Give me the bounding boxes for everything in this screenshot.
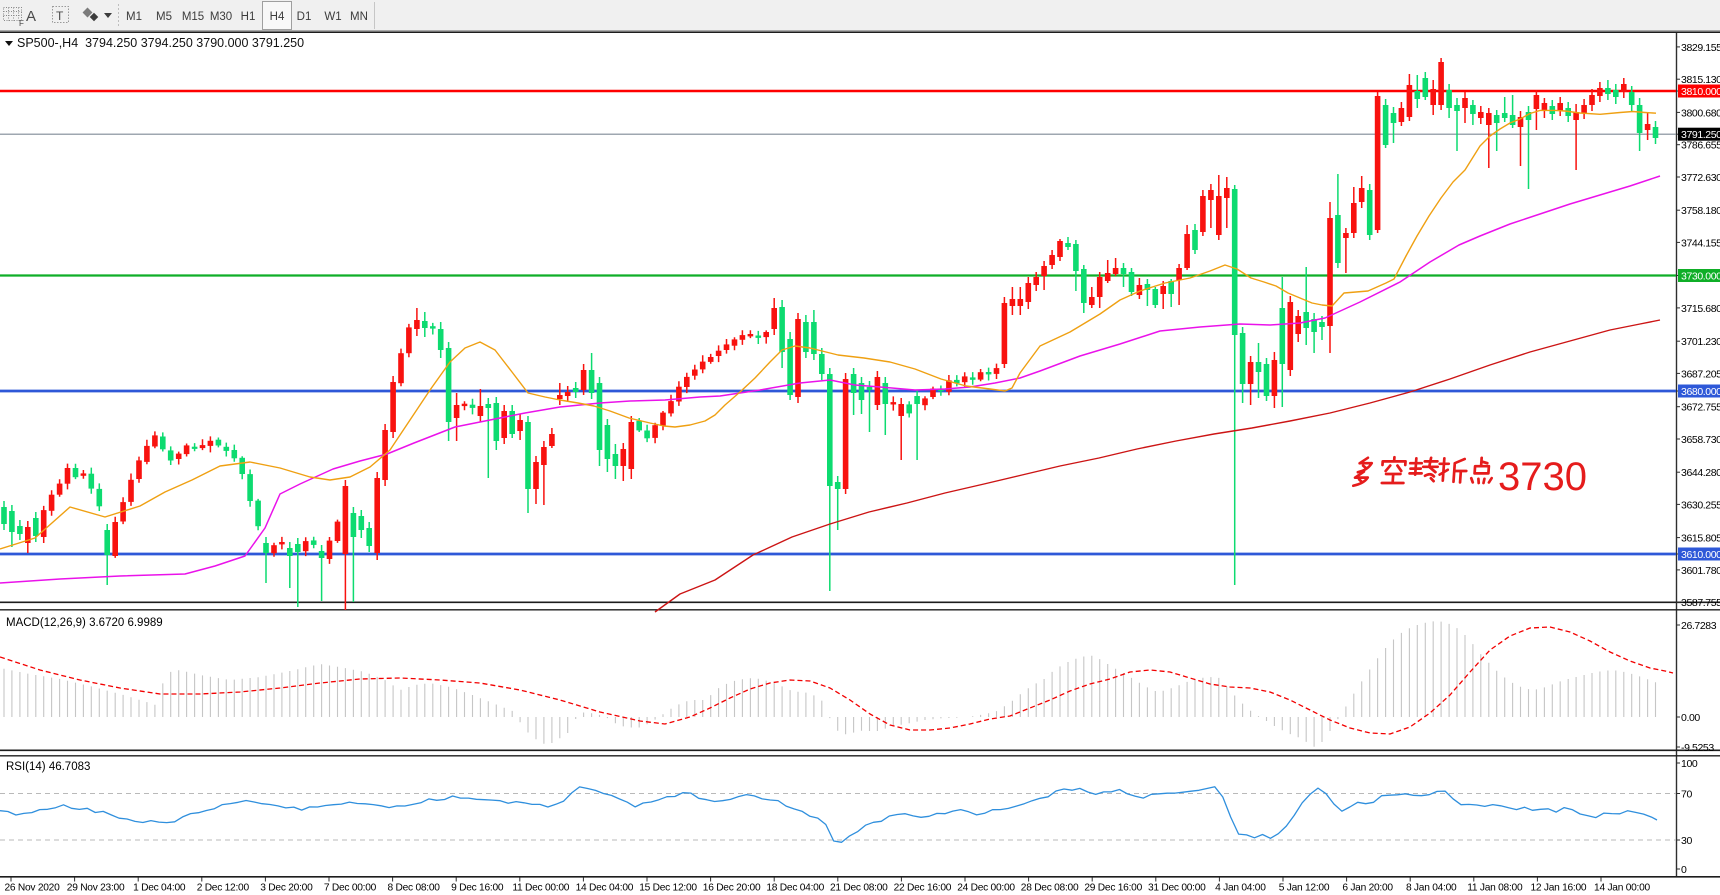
svg-text:16 Dec 20:00: 16 Dec 20:00 [703,883,761,894]
svg-text:3791.250: 3791.250 [1681,129,1720,141]
svg-text:11 Jan 08:00: 11 Jan 08:00 [1467,883,1523,894]
svg-text:3786.655: 3786.655 [1681,140,1720,152]
svg-text:15 Dec 12:00: 15 Dec 12:00 [639,883,697,894]
svg-text:3715.680: 3715.680 [1681,303,1720,315]
svg-text:3658.730: 3658.730 [1681,434,1720,446]
svg-text:1 Dec 04:00: 1 Dec 04:00 [133,883,186,894]
svg-text:21 Dec 08:00: 21 Dec 08:00 [830,883,888,894]
svg-text:3615.805: 3615.805 [1681,533,1720,545]
svg-text:3701.230: 3701.230 [1681,336,1720,348]
svg-text:SP500-,H4 3794.250 3794.250 3: SP500-,H4 3794.250 3794.250 3790.000 379… [17,36,304,50]
svg-text:W1: W1 [324,11,341,23]
svg-text:M30: M30 [210,11,232,23]
svg-text:100: 100 [1681,758,1698,770]
svg-text:D1: D1 [297,11,312,23]
svg-text:8 Dec 08:00: 8 Dec 08:00 [388,883,441,894]
svg-text:29 Nov 23:00: 29 Nov 23:00 [67,883,125,894]
svg-text:MN: MN [350,11,368,23]
svg-text:3601.780: 3601.780 [1681,565,1720,577]
svg-text:3744.155: 3744.155 [1681,237,1720,249]
svg-text:3800.680: 3800.680 [1681,107,1720,119]
svg-text:0.00: 0.00 [1681,712,1700,724]
svg-text:F: F [19,19,24,28]
svg-text:3815.130: 3815.130 [1681,74,1720,86]
svg-text:0: 0 [1681,864,1687,876]
svg-text:26.7283: 26.7283 [1681,620,1717,632]
svg-text:M15: M15 [182,11,204,23]
svg-text:3772.630: 3772.630 [1681,172,1720,184]
svg-text:5 Jan 12:00: 5 Jan 12:00 [1279,883,1330,894]
svg-text:28 Dec 08:00: 28 Dec 08:00 [1021,883,1079,894]
svg-text:7 Dec 00:00: 7 Dec 00:00 [324,883,377,894]
svg-text:H4: H4 [270,11,285,23]
svg-text:MACD(12,26,9) 3.6720 6.9989: MACD(12,26,9) 3.6720 6.9989 [6,617,163,629]
svg-text:70: 70 [1681,789,1692,801]
svg-text:3630.255: 3630.255 [1681,499,1720,511]
svg-text:3810.000: 3810.000 [1681,86,1720,98]
svg-text:29 Dec 16:00: 29 Dec 16:00 [1084,883,1142,894]
svg-text:14 Jan 00:00: 14 Jan 00:00 [1594,883,1650,894]
svg-text:3829.155: 3829.155 [1681,42,1720,54]
svg-text:3730: 3730 [1498,455,1587,499]
svg-text:8 Jan 04:00: 8 Jan 04:00 [1406,883,1457,894]
svg-text:RSI(14) 46.7083: RSI(14) 46.7083 [6,761,90,773]
svg-text:12 Jan 16:00: 12 Jan 16:00 [1530,883,1586,894]
svg-text:3610.000: 3610.000 [1681,549,1720,561]
svg-text:6 Jan 20:00: 6 Jan 20:00 [1342,883,1393,894]
svg-text:H1: H1 [241,11,256,23]
svg-text:2 Dec 12:00: 2 Dec 12:00 [197,883,250,894]
svg-text:14 Dec 04:00: 14 Dec 04:00 [576,883,634,894]
svg-text:31 Dec 00:00: 31 Dec 00:00 [1148,883,1206,894]
svg-text:A: A [26,8,36,25]
svg-text:3687.205: 3687.205 [1681,368,1720,380]
svg-text:3680.000: 3680.000 [1681,386,1720,398]
svg-text:11 Dec 00:00: 11 Dec 00:00 [512,883,569,894]
svg-text:18 Dec 04:00: 18 Dec 04:00 [766,883,824,894]
svg-text:3672.755: 3672.755 [1681,402,1720,414]
svg-text:3644.280: 3644.280 [1681,467,1720,479]
svg-text:4 Jan 04:00: 4 Jan 04:00 [1215,883,1266,894]
svg-text:30: 30 [1681,835,1692,847]
svg-text:22 Dec 16:00: 22 Dec 16:00 [894,883,952,894]
svg-text:3730.000: 3730.000 [1681,271,1720,283]
svg-text:3 Dec 20:00: 3 Dec 20:00 [260,883,313,894]
svg-text:3758.180: 3758.180 [1681,205,1720,217]
svg-text:24 Dec 00:00: 24 Dec 00:00 [957,883,1015,894]
svg-text:9 Dec 16:00: 9 Dec 16:00 [451,883,504,894]
svg-text:-9.5253: -9.5253 [1681,742,1714,754]
svg-text:3587.755: 3587.755 [1681,597,1720,609]
svg-text:26 Nov 2020: 26 Nov 2020 [4,883,60,894]
svg-text:T: T [56,9,64,23]
svg-text:M5: M5 [156,11,172,23]
svg-text:M1: M1 [126,11,142,23]
